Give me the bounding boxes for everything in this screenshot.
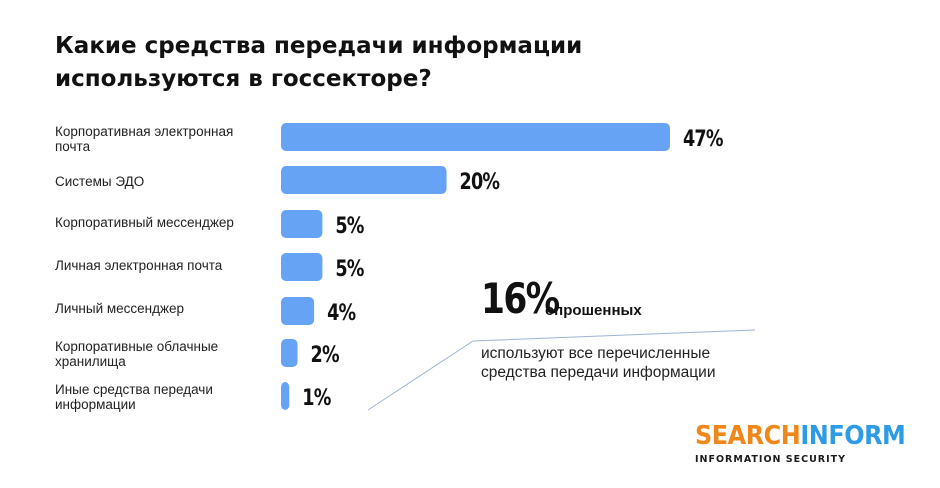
data-label: 5%: [335, 213, 364, 238]
callout-value: 16%: [481, 274, 560, 323]
category-label: Корпоративный мессенджер: [55, 215, 234, 230]
data-label: 5%: [335, 256, 364, 281]
logo-wordmark: SEARCHINFORM: [695, 421, 906, 451]
category-label: Личная электронная почта: [55, 258, 223, 273]
bar: [281, 166, 447, 194]
searchinform-logo: SEARCHINFORM INFORMATION SECURITY: [695, 422, 924, 465]
data-label: 47%: [683, 126, 724, 151]
callout-line: [472, 329, 756, 342]
bar: [281, 253, 323, 281]
category-label: Корпоративная электронная почта: [55, 124, 234, 154]
data-label: 2%: [311, 342, 340, 367]
logo-tagline: INFORMATION SECURITY: [695, 454, 847, 465]
chart-title: Какие средства передачи информации испол…: [55, 33, 583, 92]
data-label: 20%: [460, 169, 501, 194]
data-label: 1%: [302, 385, 331, 410]
bar: [281, 297, 315, 325]
category-label: Иные средства передачи информации: [55, 382, 213, 412]
data-label: 4%: [327, 300, 356, 325]
category-label: Личный мессенджер: [55, 301, 185, 316]
callout-line: [367, 340, 474, 411]
logo-part-inf: INF: [800, 421, 845, 451]
logo-part-rm: RM: [864, 421, 906, 451]
callout-text: используют все перечисленные средства пе…: [481, 345, 716, 381]
logo-o-icon: O: [844, 421, 865, 451]
bar: [281, 210, 323, 238]
bar: [281, 339, 298, 367]
logo-part-search: SEARCH: [695, 421, 801, 451]
bar: [281, 382, 290, 410]
category-label: Корпоративные облачные хранилища: [55, 339, 219, 369]
category-label: Системы ЭДО: [55, 174, 145, 189]
callout-label: опрошенных: [545, 302, 642, 319]
bar: [281, 123, 670, 151]
